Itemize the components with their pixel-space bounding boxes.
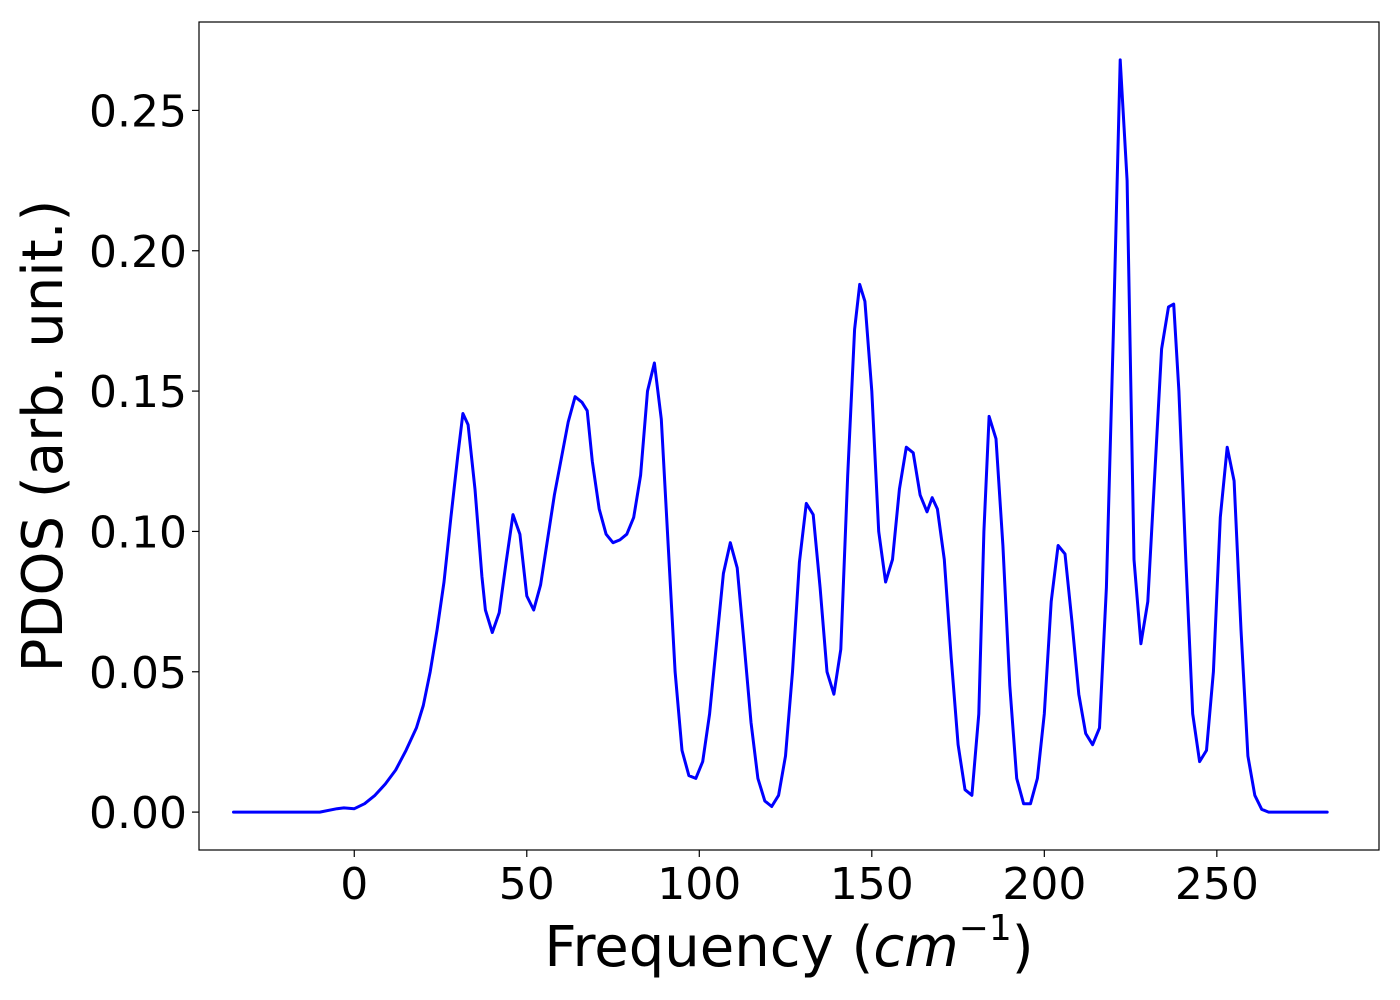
x-axis-label-exponent: −1 [959,908,1012,949]
plot-area-frame [198,21,1380,851]
y-tick-label: 0.00 [89,788,187,839]
x-axis-label-text: Frequency [544,915,833,980]
y-axis: 0.00 0.05 0.10 0.15 0.20 0.25 [89,86,199,839]
x-tick-label: 200 [1002,859,1086,910]
y-tick-label: 0.20 [89,227,187,278]
x-tick-label: 0 [340,859,368,910]
x-axis-label: Frequency (cm−1) [544,908,1033,980]
y-tick-label: 0.05 [89,648,187,699]
x-axis: 0 50 100 150 200 250 [340,850,1259,910]
y-tick-label: 0.15 [89,367,187,418]
y-axis-label: PDOS (arb. unit.) [11,200,76,673]
x-axis-label-unit: cm [873,915,958,980]
pdos-series-line [232,58,1329,814]
y-tick-label: 0.10 [89,507,187,558]
x-tick-label: 100 [657,859,741,910]
x-tick-label: 50 [499,859,555,910]
x-tick-label: 150 [830,859,914,910]
x-tick-label: 250 [1175,859,1259,910]
y-tick-label: 0.25 [89,86,187,137]
